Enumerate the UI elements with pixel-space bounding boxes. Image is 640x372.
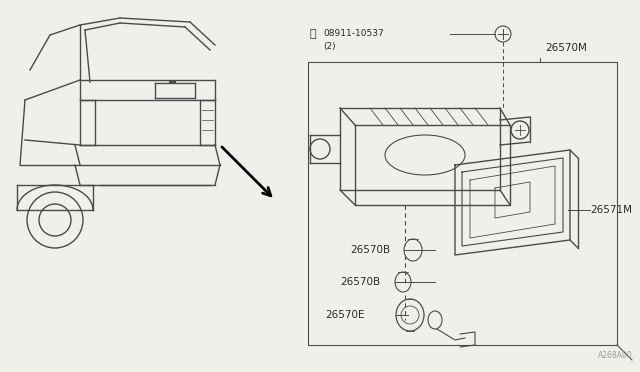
Text: Ⓝ: Ⓝ — [310, 29, 316, 39]
Text: 08911-10537: 08911-10537 — [323, 29, 384, 38]
Bar — [308, 62, 617, 345]
Text: 26570B: 26570B — [350, 245, 390, 255]
Text: 26570M: 26570M — [545, 43, 587, 53]
Text: 26570B: 26570B — [340, 277, 380, 287]
Text: 26570E: 26570E — [325, 310, 365, 320]
Text: (2): (2) — [323, 42, 335, 51]
Text: 26571M: 26571M — [590, 205, 632, 215]
Text: A268A00: A268A00 — [598, 350, 632, 359]
